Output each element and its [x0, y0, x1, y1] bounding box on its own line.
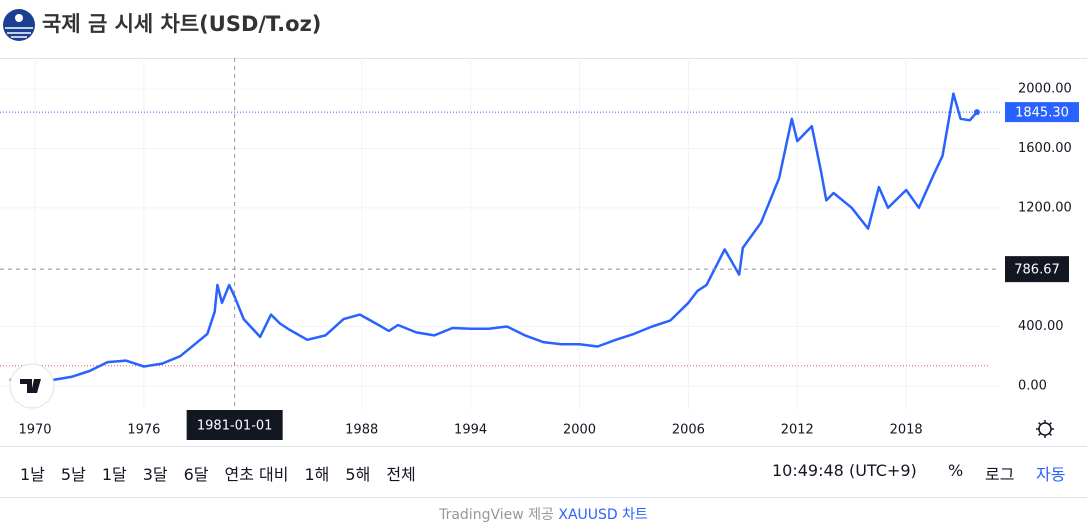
header: 국제 금 시세 차트(USD/T.oz): [0, 0, 1087, 48]
last-price-label: 1845.30: [1015, 106, 1069, 121]
y-tick-label: 2000.00: [1018, 82, 1072, 97]
x-tick-label: 2006: [672, 423, 705, 438]
x-tick-label: 1994: [454, 423, 487, 438]
logo: [3, 9, 35, 41]
x-tick-label: 1970: [18, 423, 51, 438]
x-tick-label: 2012: [781, 423, 814, 438]
y-tick-label: 1600.00: [1018, 141, 1072, 156]
chart: 0.00 400.00 1200.00 1600.00 2000.00 1970 1976 1…: [0, 58, 1087, 440]
last-price-box: [1005, 102, 1079, 123]
crosshair-y-label: 786.67: [1014, 263, 1060, 278]
x-tick-label: 1976: [127, 423, 160, 438]
range-button[interactable]: 3달: [142, 465, 168, 484]
crosshair-y-box: [1005, 256, 1069, 283]
symbol-link[interactable]: XAUUSD 차트: [558, 507, 648, 523]
x-tick-label: 2018: [890, 423, 923, 438]
crosshair-x-box: [186, 410, 283, 440]
auto-toggle[interactable]: 자동: [1036, 465, 1066, 484]
top-border: [0, 58, 1087, 59]
crosshair-x-label: 1981-01-01: [197, 419, 273, 434]
range-buttons: 1날 5날 1달 3달 6달 연초 대비 1해 5해 전체: [20, 461, 416, 485]
range-button[interactable]: 1날: [20, 465, 45, 484]
last-price-dot: [973, 109, 980, 116]
range-button[interactable]: 5날: [60, 465, 86, 484]
title: 국제 금 시세 차트(USD/T.oz): [42, 12, 322, 36]
provider: TradingView 제공: [439, 507, 554, 523]
toolbar: 1날 5날 1달 3달 6달 연초 대비 1해 5해 전체 10:49:48 (UTC+9) %…: [0, 446, 1087, 498]
x-tick-label: 1988: [345, 423, 378, 438]
y-tick-label: 1200.00: [1018, 200, 1072, 215]
clock: 10:49:48 (UTC+9): [772, 461, 917, 480]
tv-logo: [9, 363, 55, 409]
percent-toggle[interactable]: %: [948, 461, 964, 480]
range-button[interactable]: 전체: [386, 465, 416, 484]
price-line: [9, 92, 978, 382]
range-button[interactable]: 1해: [304, 465, 330, 484]
x-tick-label: 2000: [563, 423, 596, 438]
footer: TradingView 제공 XAUUSD 차트: [0, 504, 1087, 524]
y-tick-label: 400.00: [1018, 319, 1064, 334]
range-button[interactable]: 연초 대비: [224, 465, 289, 484]
range-button[interactable]: 6달: [183, 465, 209, 484]
range-button[interactable]: 5해: [345, 465, 371, 484]
settings-icon[interactable]: [1036, 420, 1054, 438]
y-tick-label: 0.00: [1018, 378, 1047, 393]
range-button[interactable]: 1달: [101, 465, 127, 484]
log-toggle[interactable]: 로그: [985, 465, 1015, 484]
